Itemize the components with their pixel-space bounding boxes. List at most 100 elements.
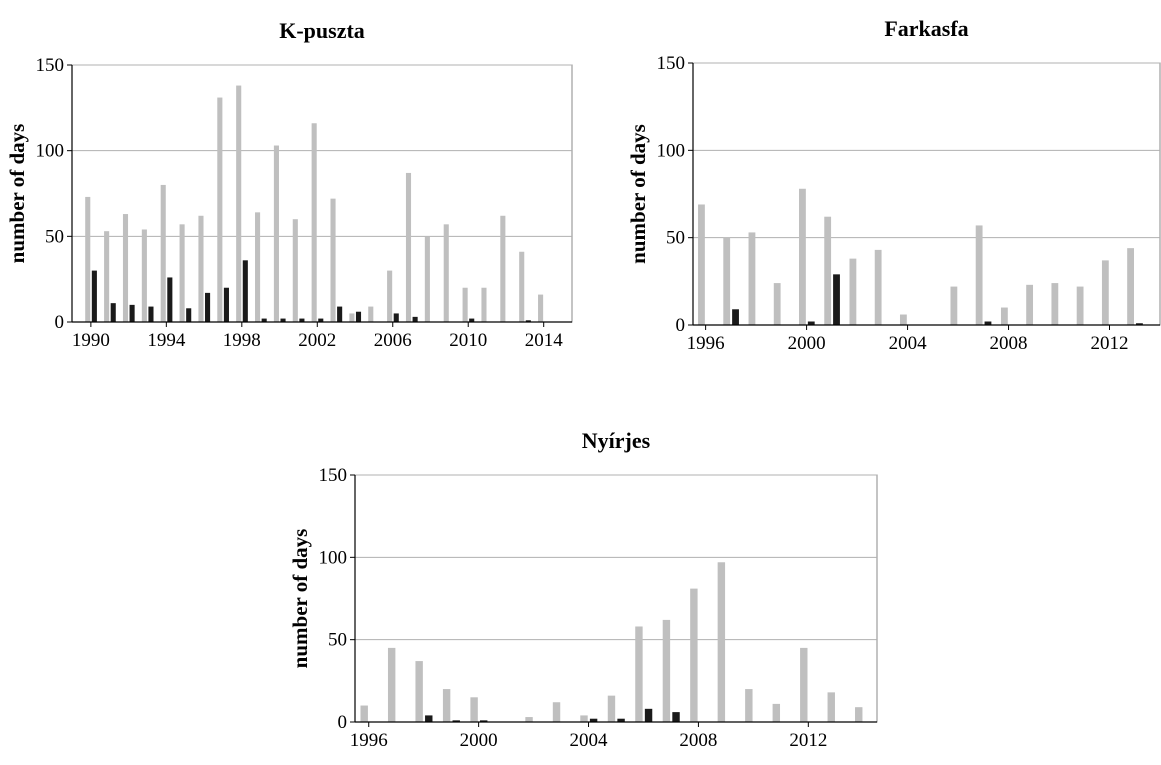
bar (179, 224, 185, 322)
bar (975, 225, 983, 325)
bar (827, 692, 835, 722)
bar (723, 237, 731, 325)
chart-title: Farkasfa (884, 16, 968, 41)
bar (717, 562, 726, 722)
bar (110, 303, 116, 322)
bar (425, 715, 433, 722)
y-axis-label: number of days (5, 124, 29, 264)
x-tick-label: 2004 (889, 333, 928, 354)
bar (148, 306, 154, 322)
bar (732, 309, 739, 325)
bar (799, 188, 806, 325)
bar (538, 294, 544, 322)
bar (337, 306, 343, 322)
bar (167, 277, 173, 322)
bar (242, 260, 248, 322)
x-tick-label: 2000 (788, 333, 826, 354)
x-tick-label: 1994 (147, 330, 186, 351)
bar (443, 224, 449, 322)
bar (186, 308, 192, 322)
bar (273, 145, 279, 322)
bar (745, 689, 753, 722)
bar (292, 219, 298, 322)
bar (1076, 286, 1084, 325)
bar (833, 274, 840, 325)
bar (469, 318, 475, 322)
plot-frame (354, 474, 878, 723)
plot-frame (71, 64, 573, 323)
bar (311, 123, 317, 323)
bar (405, 172, 412, 322)
chart-title: Nyírjes (582, 428, 651, 453)
bar (519, 251, 525, 322)
bar (1136, 323, 1143, 325)
bar (198, 215, 204, 322)
y-axis-label: number of days (288, 529, 312, 669)
bar (1051, 283, 1059, 325)
y-tick-label: 0 (338, 712, 348, 733)
bar (280, 318, 286, 322)
bar (255, 212, 261, 322)
bar (1101, 260, 1109, 325)
bar (773, 283, 781, 325)
y-axis-label: number of days (626, 124, 650, 264)
bar (330, 198, 336, 322)
bar (580, 715, 588, 722)
y-tick-label: 150 (36, 55, 65, 76)
bar (318, 318, 324, 322)
bar (552, 702, 561, 722)
bar (122, 214, 129, 322)
x-tick-label: 2010 (449, 330, 487, 351)
bar (807, 321, 815, 325)
x-tick-label: 2014 (525, 330, 564, 351)
bar (824, 216, 832, 325)
bar (950, 286, 958, 325)
bar (415, 661, 423, 722)
bar (129, 304, 135, 322)
bar (617, 718, 625, 722)
bar (349, 313, 355, 322)
bar (299, 318, 305, 322)
bar (589, 718, 598, 722)
bar (772, 703, 781, 722)
bar (874, 249, 882, 325)
bar (899, 314, 907, 325)
bar (387, 270, 393, 322)
bar (412, 316, 418, 322)
bar (800, 647, 808, 722)
x-tick-label: 2012 (1091, 333, 1129, 354)
bar (217, 97, 223, 322)
bar (355, 311, 362, 322)
x-tick-label: 2006 (374, 330, 412, 351)
bar (1026, 284, 1034, 325)
bar (393, 313, 399, 322)
bar (424, 236, 430, 322)
bar (462, 287, 468, 322)
y-tick-label: 100 (36, 141, 65, 162)
bar (104, 231, 110, 322)
bar (855, 707, 863, 722)
bar (748, 232, 756, 325)
bar (662, 619, 671, 722)
bar (223, 287, 229, 322)
y-tick-label: 150 (319, 465, 348, 486)
bar (690, 588, 698, 722)
x-tick-label: 1990 (72, 330, 110, 351)
x-tick-label: 1998 (223, 330, 261, 351)
y-tick-label: 100 (319, 547, 348, 568)
bar (525, 320, 531, 322)
bar (481, 287, 487, 322)
bar (698, 204, 705, 325)
y-tick-label: 50 (45, 226, 64, 247)
x-tick-label: 2002 (298, 330, 336, 351)
bar (480, 720, 488, 722)
y-tick-label: 50 (328, 630, 347, 651)
bar (261, 318, 267, 322)
y-tick-label: 50 (666, 228, 685, 249)
x-tick-label: 2004 (570, 730, 609, 751)
y-tick-label: 150 (657, 53, 686, 74)
bar (141, 229, 147, 322)
bar (672, 712, 680, 722)
bar (644, 708, 653, 722)
